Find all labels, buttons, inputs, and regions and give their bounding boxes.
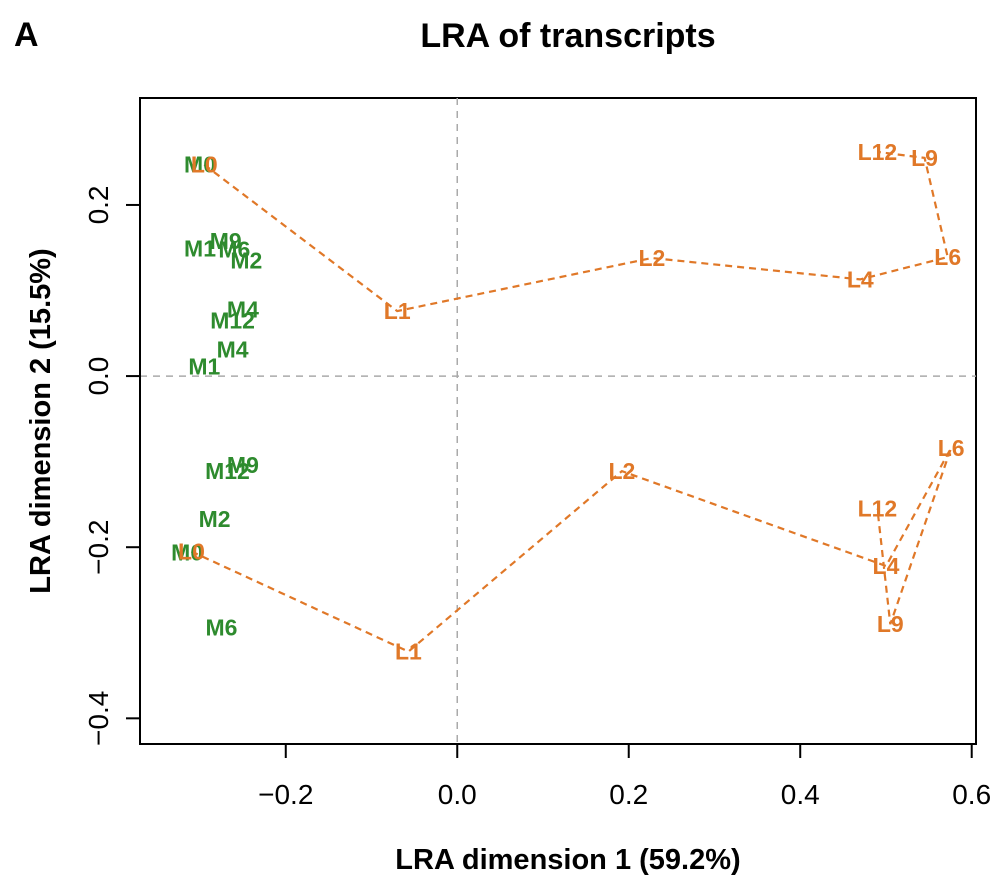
point-label-m9: M9 [227,452,259,478]
point-label-m0: M0 [184,152,216,178]
point-label-l9: L9 [877,611,904,637]
point-label-l0: L0 [191,152,218,178]
point-label-m1: M1 [188,354,220,380]
point-label-m9: M9 [210,228,242,254]
point-label-m12: M12 [205,458,250,484]
point-label-l9: L9 [911,145,938,171]
x-tick-label: 0.0 [438,779,477,810]
point-label-l4: L4 [847,266,874,292]
y-tick-label: 0.2 [83,185,114,224]
y-tick-label: −0.2 [83,520,114,575]
x-tick-label: −0.2 [258,779,313,810]
y-axis: −0.4 −0.2 0.0 0.2 [83,185,141,746]
point-label-l1: L1 [384,298,411,324]
x-tick-label: 0.2 [609,779,648,810]
point-label-m2: M2 [199,506,231,532]
point-label-l1: L1 [395,639,422,665]
point-label-l4: L4 [873,553,900,579]
y-tick-label: −0.4 [83,691,114,746]
point-label-l2: L2 [608,458,635,484]
trajectory-line-1 [203,150,950,313]
y-axis-label: LRA dimension 2 (15.5%) [25,248,57,593]
chart-title: LRA of transcripts [420,17,715,55]
x-tick-label: 0.4 [781,779,820,810]
trajectory-line-2 [190,447,953,653]
point-label-m4: M4 [217,337,249,363]
point-label-l12: L12 [858,139,898,165]
x-axis: −0.2 0.0 0.2 0.4 0.6 [258,743,991,810]
y-tick-label: 0.0 [83,357,114,396]
point-label-l6: L6 [934,244,961,270]
plot-frame [139,97,977,745]
point-label-m2: M2 [230,248,262,274]
point-label-m4: M4 [227,296,259,322]
point-label-m1: M1 [184,236,216,262]
point-label-m0: M0 [171,539,203,565]
point-label-l12: L12 [858,496,898,522]
point-label-l0: L0 [178,538,205,564]
point-label-m6: M6 [205,615,237,641]
series-lines [190,150,953,653]
point-label-l2: L2 [638,245,665,271]
reference-lines [140,98,976,744]
x-axis-label: LRA dimension 1 (59.2%) [395,844,740,876]
point-label-l6: L6 [938,435,965,461]
panel-letter: A [14,16,39,54]
point-label-m12: M12 [210,307,255,333]
point-label-m6: M6 [218,236,250,262]
x-tick-label: 0.6 [952,779,991,810]
